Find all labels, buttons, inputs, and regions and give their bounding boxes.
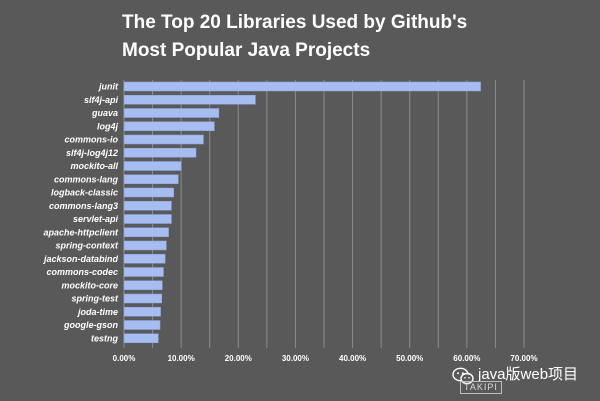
bar-spring-test <box>123 293 163 304</box>
bar-slf4j-api <box>123 94 256 105</box>
category-label: mockito-core <box>61 280 118 290</box>
category-label: google-gson <box>63 320 118 330</box>
bar-apache-httpclient <box>123 227 169 238</box>
bar-spring-context <box>123 240 167 251</box>
category-label: apache-httpclient <box>43 227 119 237</box>
category-label: log4j <box>97 121 119 131</box>
bar-slf4j-log4j12 <box>123 147 197 158</box>
bar-junit <box>123 81 481 92</box>
x-tick-label: 10.00% <box>168 354 195 363</box>
bar-log4j <box>123 121 215 132</box>
x-tick-label: 0.00% <box>113 354 136 363</box>
bar-mockito-core <box>123 280 163 291</box>
bar-commons-codec <box>123 267 164 277</box>
category-labels: junit slf4j-api guava log4j commons-io slf4j-… <box>43 82 119 344</box>
category-label: commons-lang3 <box>49 201 118 211</box>
x-axis-tick-labels: 0.00% 10.00% 20.00% 30.00% 40.00% 50.00% 60.00… <box>113 354 538 363</box>
bar-testng <box>123 333 159 344</box>
bar-mockito-all <box>123 161 182 171</box>
category-label: junit <box>98 82 119 92</box>
category-label: slf4j-log4j12 <box>66 148 118 158</box>
x-tick-label: 40.00% <box>339 354 366 363</box>
bar-jackson-databind <box>123 253 166 264</box>
category-label: commons-lang <box>54 174 119 184</box>
category-label: mockito-all <box>70 161 118 171</box>
bar-servlet-api <box>123 214 172 224</box>
category-label: jackson-databind <box>43 254 119 264</box>
bars <box>123 81 481 344</box>
category-label: logback-classic <box>51 188 118 198</box>
watermark-text: java版web项目 <box>478 366 579 383</box>
category-label: spring-context <box>55 241 119 251</box>
x-tick-label: 20.00% <box>225 354 252 363</box>
category-label: commons-io <box>64 135 118 145</box>
bar-logback-classic <box>123 187 175 198</box>
category-label: guava <box>91 108 118 118</box>
bar-joda-time <box>123 306 161 317</box>
chart-title-line-2: Most Popular Java Projects <box>122 40 371 61</box>
x-tick-label: 50.00% <box>396 354 423 363</box>
category-label: testng <box>91 333 119 343</box>
watermark: java版web项目 TAKIPI <box>452 364 597 396</box>
bar-commons-lang3 <box>123 200 172 211</box>
category-label: commons-codec <box>46 267 118 277</box>
category-label: joda-time <box>77 307 118 317</box>
category-label: servlet-api <box>73 214 119 224</box>
x-tick-label: 70.00% <box>510 354 537 363</box>
category-label: spring-test <box>71 294 119 304</box>
bar-commons-io <box>123 134 204 145</box>
bar-guava <box>123 108 220 118</box>
watermark-logo: TAKIPI <box>460 381 502 394</box>
chart-title-line-1: The Top 20 Libraries Used by Github's <box>122 12 468 33</box>
grid-lines <box>123 80 525 348</box>
x-tick-label: 60.00% <box>453 354 480 363</box>
x-tick-label: 30.00% <box>282 354 309 363</box>
bar-commons-lang <box>123 174 179 185</box>
bar-google-gson <box>123 320 161 330</box>
category-label: slf4j-api <box>84 95 119 105</box>
